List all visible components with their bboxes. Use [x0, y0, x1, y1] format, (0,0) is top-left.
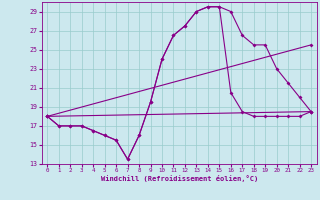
- X-axis label: Windchill (Refroidissement éolien,°C): Windchill (Refroidissement éolien,°C): [100, 175, 258, 182]
